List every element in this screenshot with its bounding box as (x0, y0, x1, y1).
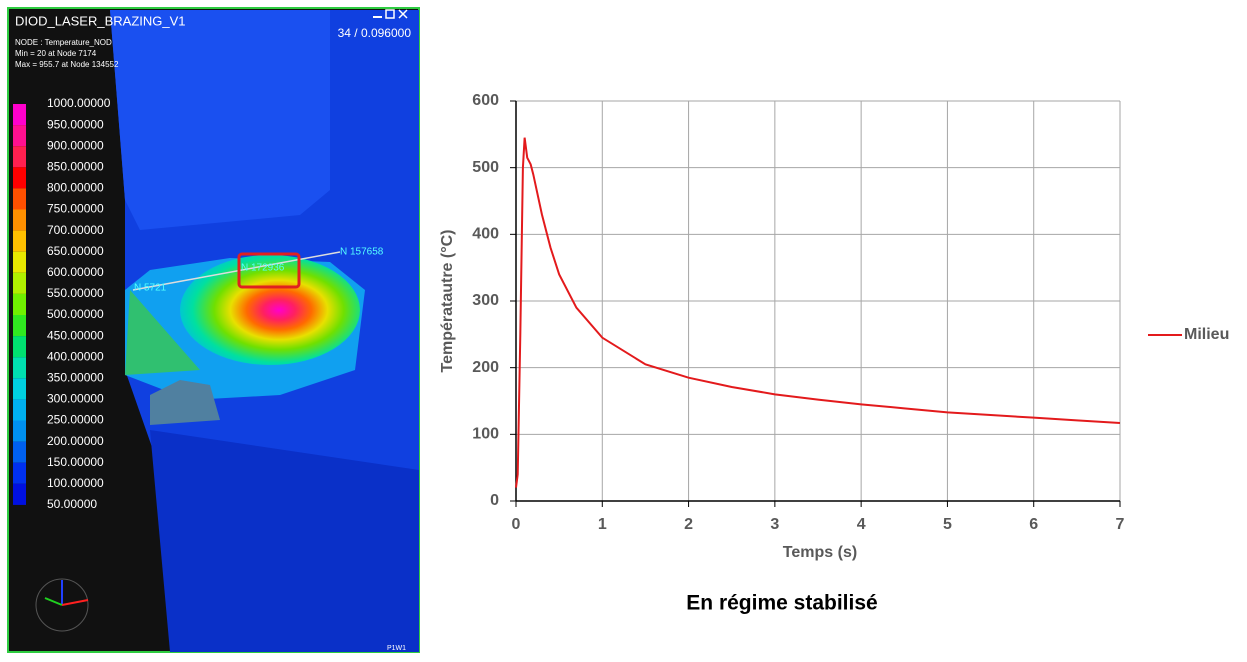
scale-label: 350.00000 (47, 370, 104, 384)
node-label: N 5721 (134, 283, 167, 294)
x-tick-label: 3 (770, 516, 779, 533)
scale-label: 250.00000 (47, 413, 104, 427)
probe-line (132, 251, 341, 291)
line-series (515, 137, 1121, 488)
y-tick-label: 0 (490, 492, 499, 509)
scale-label: 1000.00000 (47, 96, 111, 110)
scale-label: 50.00000 (47, 497, 97, 511)
x-tick-label: 7 (1116, 516, 1125, 533)
scale-band (13, 209, 26, 231)
viewer-info: NODE : Temperature_NOD (15, 38, 112, 47)
hotspot (180, 255, 360, 365)
node-label: N 157658 (340, 247, 384, 258)
x-tick-label: 4 (857, 516, 866, 533)
viewer: N 157658 N 172936 N 5721 DIOD_LASER_BRAZ… (7, 7, 420, 653)
scale-band (13, 293, 26, 315)
scale-label: 450.00000 (47, 328, 104, 342)
close-icon[interactable] (398, 9, 408, 19)
scale-band (13, 272, 26, 294)
y-tick-label: 100 (472, 426, 499, 443)
scale-band (13, 188, 26, 210)
scale-band (13, 336, 26, 358)
maximize-icon[interactable] (385, 9, 395, 19)
scale-label: 200.00000 (47, 434, 104, 448)
node-label: N 172936 (241, 263, 285, 274)
scale-label: 750.00000 (47, 202, 104, 216)
scale-label: 800.00000 (47, 181, 104, 195)
scale-band (13, 441, 26, 463)
scale-label: 600.00000 (47, 265, 104, 279)
x-tick-label: 0 (512, 516, 521, 533)
scale-label: 700.00000 (47, 223, 104, 237)
scale-label: 100.00000 (47, 476, 104, 490)
scale-band (13, 378, 26, 400)
y-tick-label: 500 (472, 159, 499, 176)
scale-label: 900.00000 (47, 138, 104, 152)
part-wedge (125, 290, 200, 375)
scale-label: 300.00000 (47, 392, 104, 406)
x-axis-label: Temps (s) (783, 544, 857, 561)
chart: Temps (s) Températautre (°C) En régime s… (439, 92, 1229, 614)
scale-label: 850.00000 (47, 159, 104, 173)
y-axis-label: Températautre (°C) (439, 229, 456, 372)
scale-band (13, 420, 26, 442)
scale-band (13, 315, 26, 337)
scale-band (13, 357, 26, 379)
axis-triad (35, 578, 89, 632)
part-support (150, 380, 220, 425)
scale-label: 550.00000 (47, 286, 104, 300)
minimize-icon[interactable] (373, 16, 382, 18)
x-tick-label: 5 (943, 516, 952, 533)
viewer-info: Max = 955.7 at Node 134552 (15, 60, 119, 69)
scale-band (13, 462, 26, 484)
y-tick-label: 300 (472, 292, 499, 309)
x-tick-label: 2 (684, 516, 693, 533)
scale-band (13, 104, 26, 126)
scale-band (13, 125, 26, 147)
y-tick-label: 200 (472, 359, 499, 376)
scale-band (13, 483, 26, 505)
scale-label: 500.00000 (47, 307, 104, 321)
highlight-box (237, 252, 301, 289)
scale-band (13, 167, 26, 189)
scale-band (13, 146, 26, 168)
scale-band (13, 230, 26, 252)
scale-label: 150.00000 (47, 455, 104, 469)
legend-label: Milieu (1184, 326, 1229, 343)
scale-label: 400.00000 (47, 349, 104, 363)
y-tick-label: 600 (472, 92, 499, 109)
frame-counter: 34 / 0.096000 (338, 26, 412, 40)
caption: En régime stabilisé (686, 592, 877, 615)
color-scale: 1000.00000 950.00000 900.00000 850.00000 800… (13, 96, 111, 511)
scale-label: 950.00000 (47, 117, 104, 131)
part-top (110, 10, 330, 230)
viewport-label: P1W1 (387, 645, 406, 652)
x-tick-label: 1 (598, 516, 607, 533)
part-bottom (150, 430, 419, 652)
x-tick-label: 6 (1029, 516, 1038, 533)
scale-label: 650.00000 (47, 244, 104, 258)
viewer-title: DIOD_LASER_BRAZING_V1 (15, 13, 186, 28)
viewer-info: Min = 20 at Node 7174 (15, 49, 97, 58)
y-tick-label: 400 (472, 226, 499, 243)
scale-band (13, 251, 26, 273)
scale-band (13, 399, 26, 421)
